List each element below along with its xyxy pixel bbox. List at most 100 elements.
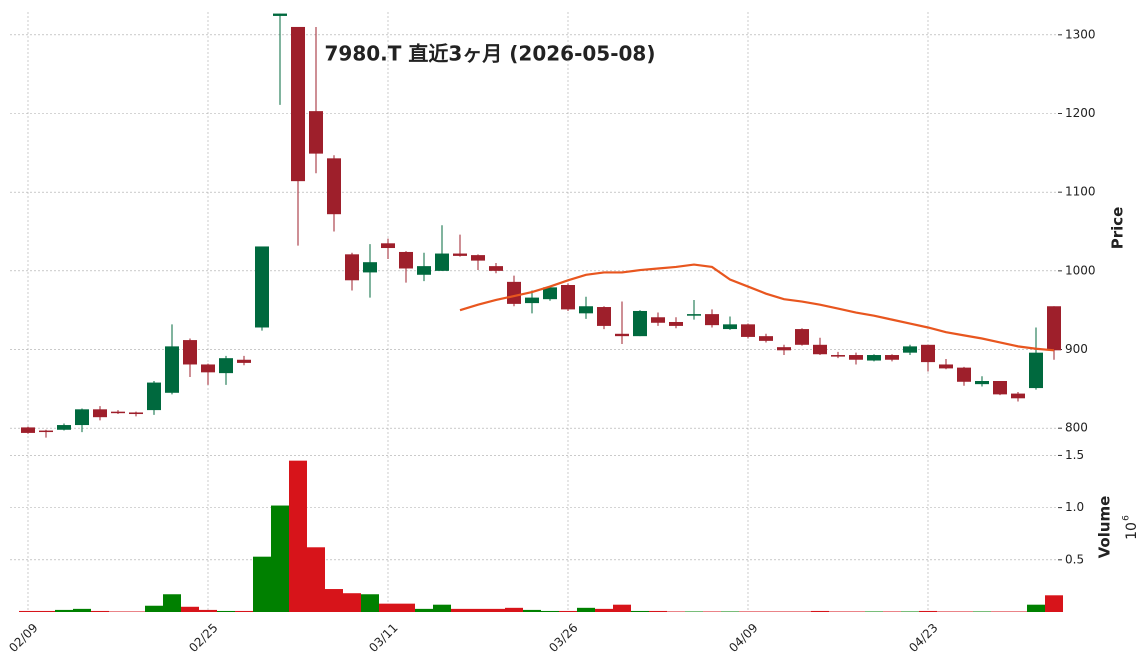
y-tick-label: 1100 xyxy=(1065,185,1096,199)
candle-body xyxy=(453,253,467,256)
volume-bar xyxy=(595,608,613,612)
candle-body xyxy=(1011,393,1025,399)
volume-bar xyxy=(127,611,145,612)
volume-bar xyxy=(91,610,109,612)
y-tick-label: 900 xyxy=(1065,342,1088,356)
volume-bar xyxy=(577,607,595,612)
volume-bar xyxy=(1027,604,1045,612)
volume-bar xyxy=(883,611,901,612)
volume-bar xyxy=(415,608,433,612)
y-tick-label: 1000 xyxy=(1065,263,1096,277)
candle-body xyxy=(381,243,395,249)
volume-bar xyxy=(163,594,181,612)
candle-body xyxy=(525,297,539,304)
candle-body xyxy=(759,336,773,341)
candle-body xyxy=(273,13,287,16)
candle-body xyxy=(255,246,269,328)
candle-body xyxy=(75,409,89,426)
candle-body xyxy=(291,26,305,182)
volume-bar xyxy=(289,460,307,612)
candle-body xyxy=(237,359,251,363)
volume-axis-label: Volume xyxy=(1096,496,1114,559)
candle-body xyxy=(309,111,323,154)
volume-bar xyxy=(505,607,523,612)
volume-bar xyxy=(685,611,703,612)
candle-body xyxy=(597,307,611,326)
x-tick-label: 02/25 xyxy=(186,621,220,655)
volume-bar xyxy=(19,610,37,612)
candle-body xyxy=(435,253,449,271)
candle-body xyxy=(975,380,989,385)
volume-bar xyxy=(181,606,199,612)
volume-bar xyxy=(235,610,253,612)
volume-bar xyxy=(757,611,775,612)
volume-bar xyxy=(217,610,235,612)
candle-body xyxy=(957,367,971,382)
volume-scale: 10 6 xyxy=(1122,515,1141,540)
candle-body xyxy=(723,324,737,330)
volume-bar xyxy=(253,556,271,612)
candle-body xyxy=(21,427,35,433)
candle-body xyxy=(795,329,809,345)
volume-bar xyxy=(901,611,919,612)
volume-bar xyxy=(631,610,649,612)
volume-bar xyxy=(739,611,757,612)
volume-bar xyxy=(865,611,883,612)
volume-bar xyxy=(433,604,451,612)
volume-bar xyxy=(73,608,91,612)
volume-bar xyxy=(397,603,415,612)
candle-body xyxy=(777,347,791,351)
volume-bar xyxy=(55,609,73,612)
volume-bar xyxy=(1009,611,1027,612)
candle-body xyxy=(1047,306,1061,351)
candle-body xyxy=(813,344,827,355)
candle-body xyxy=(939,364,953,369)
candle-body xyxy=(39,430,53,433)
volume-bar xyxy=(559,610,577,612)
candle-body xyxy=(93,409,107,418)
y-tick-label: 1200 xyxy=(1065,106,1096,120)
volume-bar xyxy=(37,610,55,612)
volume-tick-label: 1.0 xyxy=(1065,500,1084,514)
candle-body xyxy=(705,314,719,326)
candle-body xyxy=(543,287,557,300)
volume-bar xyxy=(1045,595,1063,612)
volume-bar xyxy=(523,609,541,612)
x-tick-label: 04/09 xyxy=(726,621,760,655)
volume-bar xyxy=(145,605,163,612)
candle-body xyxy=(345,254,359,281)
candle-body xyxy=(489,266,503,271)
volume-bar xyxy=(991,611,1009,612)
volume-bar xyxy=(829,611,847,612)
volume-bar xyxy=(613,604,631,612)
volume-bar xyxy=(343,593,361,612)
volume-bar xyxy=(469,608,487,612)
volume-bar xyxy=(667,611,685,612)
x-tick-label: 03/26 xyxy=(546,621,580,655)
candle-body xyxy=(885,355,899,360)
volume-bar xyxy=(271,505,289,612)
volume-bar xyxy=(847,611,865,612)
candle-body xyxy=(201,364,215,373)
candle-body xyxy=(57,425,71,430)
candle-body xyxy=(399,251,413,269)
volume-scale-base: 10 xyxy=(1124,522,1140,540)
candle-body xyxy=(615,333,629,337)
y-tick-label: 800 xyxy=(1065,421,1088,435)
candle-body xyxy=(165,346,179,393)
volume-bar xyxy=(109,611,127,612)
candle-body xyxy=(363,262,377,273)
candle-body xyxy=(417,266,431,275)
candle-body xyxy=(111,411,125,414)
candle-body xyxy=(507,281,521,304)
candle-body xyxy=(669,321,683,326)
candle-body xyxy=(687,314,701,316)
candle-body xyxy=(867,355,881,361)
volume-bar xyxy=(919,610,937,612)
volume-bar xyxy=(937,611,955,612)
volume-bar xyxy=(361,594,379,612)
candle-body xyxy=(921,344,935,363)
candle-body xyxy=(327,158,341,215)
volume-bar xyxy=(955,611,973,612)
